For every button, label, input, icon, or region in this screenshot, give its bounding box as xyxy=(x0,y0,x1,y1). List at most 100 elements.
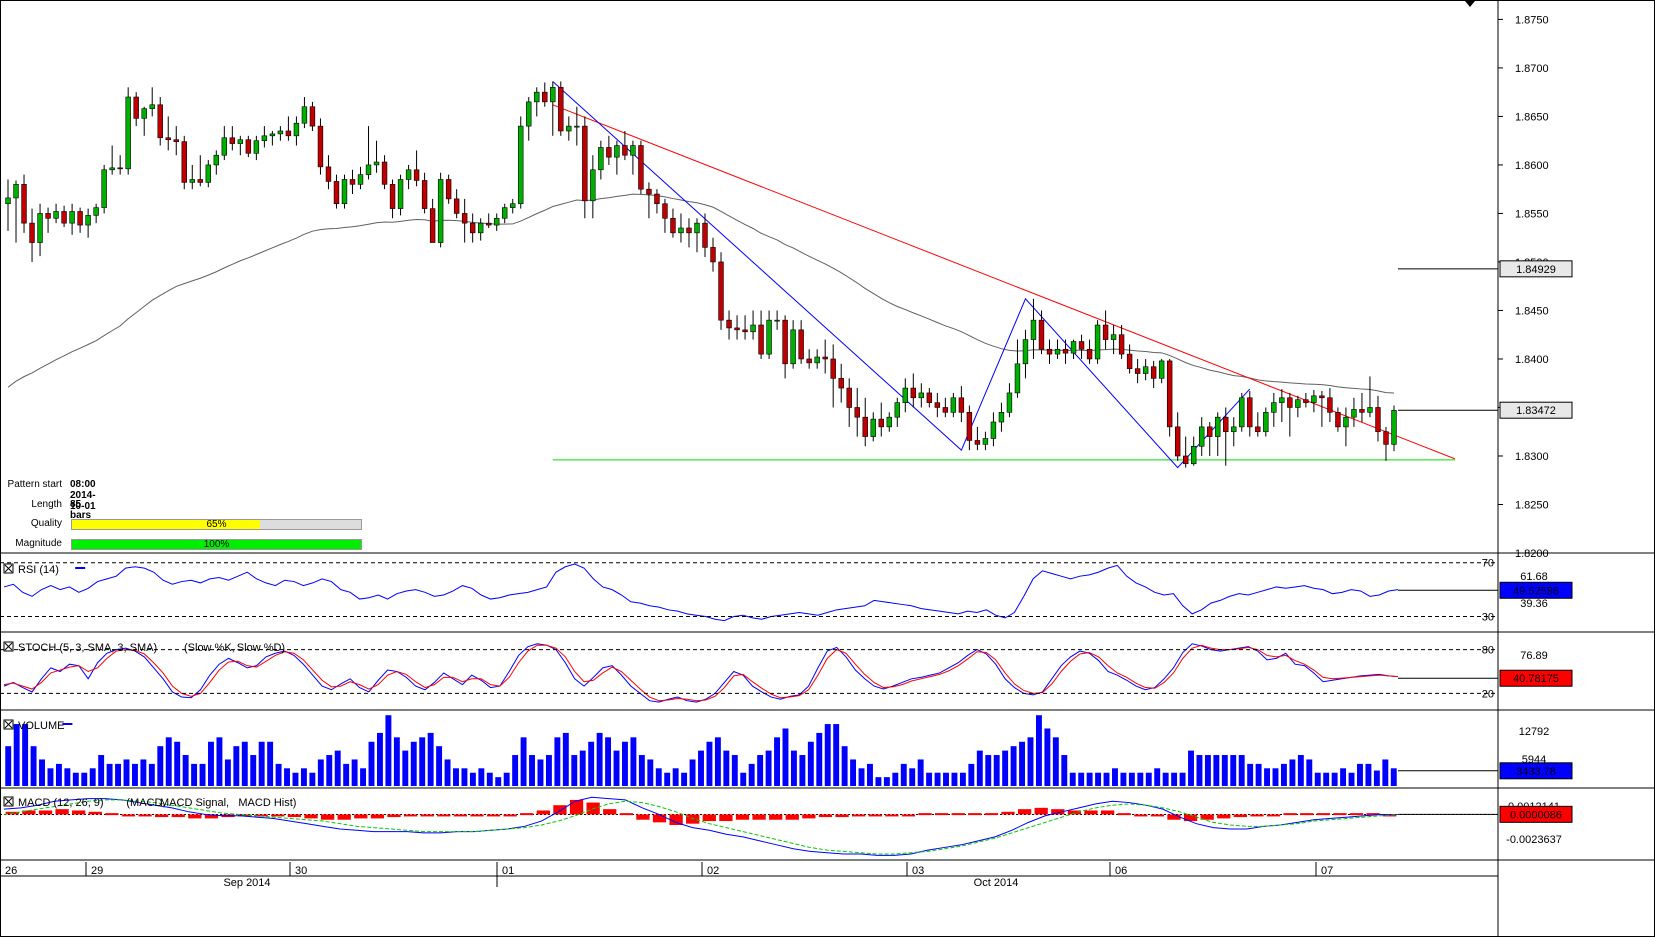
macd-header-label: MACD (12, 26, 9) xyxy=(18,797,104,809)
candle-body xyxy=(1287,397,1293,408)
candle-body xyxy=(173,139,179,142)
volume-bar xyxy=(64,768,71,786)
candle-body xyxy=(413,169,420,181)
volume-bar xyxy=(596,732,603,786)
pattern-quality-label: Quality xyxy=(30,518,62,529)
volume-bar xyxy=(216,737,223,786)
volume-bar xyxy=(191,763,198,786)
volume-bar xyxy=(1204,755,1211,786)
candle-body xyxy=(790,329,796,365)
macd-hist-bar xyxy=(619,813,633,816)
volume-bar xyxy=(250,755,257,786)
volume-bar xyxy=(478,768,485,786)
volume-bar xyxy=(1002,750,1009,786)
candle-body xyxy=(1126,353,1133,369)
volume-bar xyxy=(1061,755,1068,786)
candle-body xyxy=(1094,324,1101,360)
macd-series-1 xyxy=(3,799,1399,855)
volume-header-label: VOLUME xyxy=(18,720,64,732)
price-tick-label: 1.8450 xyxy=(1515,305,1549,317)
volume-bar xyxy=(410,741,417,786)
volume-bar xyxy=(900,763,907,786)
date-day-label: 03 xyxy=(912,865,924,877)
volume-bar xyxy=(1120,772,1127,786)
volume-bar xyxy=(182,755,189,786)
volume-bar xyxy=(1103,772,1110,786)
volume-bar xyxy=(1247,763,1254,786)
macd-hist-bar xyxy=(453,814,468,817)
volume-bar xyxy=(427,732,434,786)
candle-body xyxy=(526,101,532,127)
volume-bar xyxy=(284,768,290,786)
volume-bar xyxy=(571,755,578,786)
rsi-header-close-icon xyxy=(4,564,13,573)
volume-bar xyxy=(757,755,764,786)
volume-bar xyxy=(461,768,468,786)
volume-bar xyxy=(55,763,62,786)
candle-body xyxy=(13,184,19,199)
candle-body xyxy=(1014,363,1021,394)
volume-bar xyxy=(1238,755,1245,786)
pattern-start-value: 08:00 2014-10-01 xyxy=(70,479,96,512)
candle-body xyxy=(1182,455,1189,465)
macd-hist-bar xyxy=(204,814,219,819)
candle-body xyxy=(622,145,628,156)
stoch-header-legend-item: (Slow %K, xyxy=(184,642,235,654)
candle-body xyxy=(421,180,428,209)
volume-bar xyxy=(385,715,392,786)
candle-body xyxy=(1311,395,1317,403)
volume-bar xyxy=(1052,737,1059,786)
candle-body xyxy=(782,319,788,365)
volume-bar xyxy=(233,746,240,786)
candle-body xyxy=(566,125,572,132)
candle-body xyxy=(1078,341,1085,350)
volume-bar xyxy=(672,768,679,786)
candle-body xyxy=(878,418,884,428)
macd-last-value-box xyxy=(1499,805,1573,823)
candle-body xyxy=(1335,412,1341,428)
candle-body xyxy=(1030,319,1037,340)
candle-body xyxy=(846,387,852,408)
macd-hist-bar xyxy=(1333,813,1347,816)
candle-body xyxy=(974,440,981,445)
volume-bar xyxy=(1289,759,1296,786)
volume-bar xyxy=(1213,755,1220,786)
resistance-trendline xyxy=(552,104,1456,460)
candle-body xyxy=(646,188,652,195)
candle-body xyxy=(598,147,604,171)
candle-body xyxy=(1231,426,1237,433)
volume-bar xyxy=(292,772,299,786)
macd-hist-bar xyxy=(702,814,716,822)
volume-bar xyxy=(106,763,113,786)
candle-body xyxy=(886,416,892,428)
macd-hist-bar xyxy=(1051,809,1065,815)
volume-bar xyxy=(1221,755,1228,786)
volume-bar xyxy=(723,750,730,786)
date-day-label: 26 xyxy=(5,865,17,877)
macd-hist-bar xyxy=(669,814,683,825)
moving-average-line xyxy=(7,193,1395,394)
volume-bar xyxy=(453,768,459,786)
candle-body xyxy=(21,184,27,224)
candle-body xyxy=(1279,397,1285,403)
last-price-box xyxy=(1499,401,1573,419)
macd-hist-bar xyxy=(984,813,999,816)
volume-bar xyxy=(529,755,535,786)
volume-bar xyxy=(157,746,164,786)
stoch-level-label: 20 xyxy=(1482,688,1494,700)
stoch-tick-label: 76.89 xyxy=(1520,650,1548,662)
macd-hist-bar xyxy=(968,813,982,816)
magnitude-bar: 100% xyxy=(71,538,362,550)
candle-body xyxy=(341,179,348,205)
volume-bar xyxy=(1044,728,1051,786)
volume-bar xyxy=(343,763,350,786)
volume-bar xyxy=(1010,746,1017,786)
volume-bar xyxy=(334,750,341,786)
candle-body xyxy=(117,167,123,170)
volume-bar xyxy=(174,741,181,786)
macd-hist-bar xyxy=(752,814,766,820)
volume-bar xyxy=(1019,741,1025,786)
macd-hist-bar xyxy=(603,809,617,815)
candle-body xyxy=(630,145,636,156)
